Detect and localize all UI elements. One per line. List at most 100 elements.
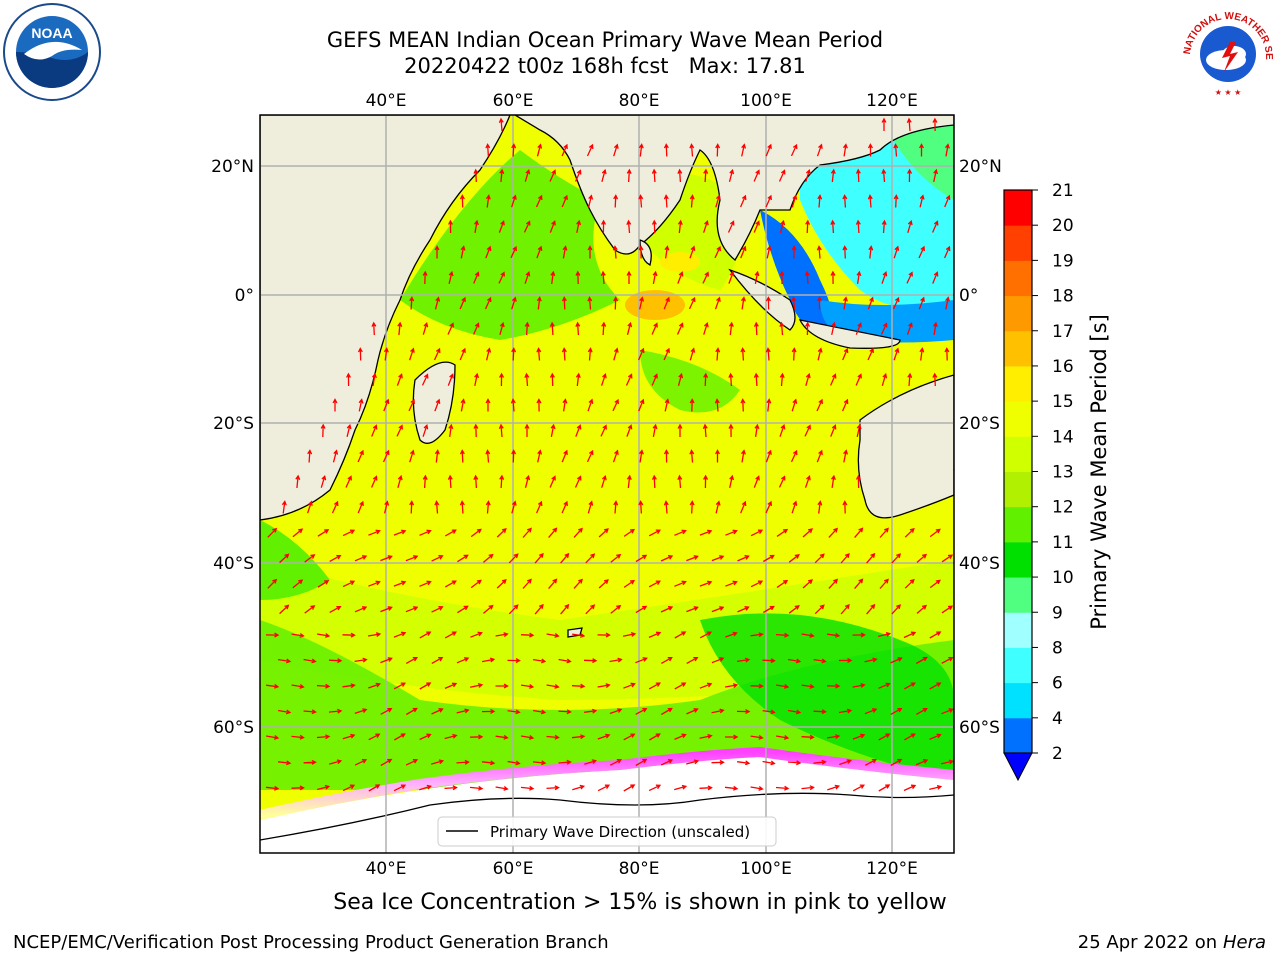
wave-arrow [520,785,535,791]
wave-arrow [840,603,850,615]
wave-arrow [714,245,721,259]
wave-arrow [855,474,861,489]
wave-arrow [891,604,902,615]
wave-arrow [536,296,542,310]
wave-arrow [830,168,836,183]
wave-arrow [434,245,440,259]
wave-arrow [817,347,823,361]
wave-arrow [536,500,543,514]
wave-arrow [651,168,657,183]
wave-arrow [715,500,721,514]
wave-arrow [864,758,877,766]
wave-arrow [279,553,290,564]
wave-arrow [740,347,746,361]
wave-arrow [932,117,938,132]
wave-arrow [715,449,720,463]
wave-arrow [469,785,484,791]
wave-arrow [775,734,790,740]
wave-arrow [904,578,915,589]
wave-arrow [316,632,331,638]
top-lon-label: 120°E [866,91,918,111]
colorbar-segment [1004,647,1032,684]
wave-arrow [534,552,544,564]
wave-arrow [485,500,491,514]
wave-arrow [699,529,713,536]
wave-arrow [623,784,636,792]
wave-arrow [775,785,790,791]
wave-arrow [854,527,864,539]
wave-arrow [831,321,837,336]
wave-arrow [804,475,811,488]
wave-arrow [456,708,470,714]
wave-arrow [787,760,802,766]
wave-arrow [787,709,802,715]
wave-arrow [778,475,786,488]
wave-arrow [548,578,558,590]
wave-arrow [878,784,891,792]
wave-arrow [459,347,466,361]
wave-arrow [932,321,938,335]
right-lat-labels: 20°N 0° 20°S 40°S 60°S [959,157,1002,738]
wave-arrow [317,580,330,588]
wave-arrow [448,219,453,234]
wave-arrow [623,528,636,537]
top-lon-labels: 40°E 60°E 80°E 100°E 120°E [366,91,918,111]
wave-arrow [791,245,797,259]
wave-arrow [813,709,827,715]
wave-arrow [817,500,823,514]
wave-arrow [444,631,457,639]
colorbar-segment [1004,506,1032,543]
wave-arrow [380,708,393,715]
wave-arrow [560,552,570,564]
wave-arrow [357,449,364,463]
wave-arrow [828,578,839,589]
wave-arrow [354,606,368,613]
wave-arrow [422,474,428,489]
bottom-lon-label: 100°E [740,859,792,879]
wave-arrow [613,143,619,157]
wave-arrow [663,500,669,514]
wave-arrow [303,709,317,715]
wave-arrow [535,194,543,208]
wave-arrow [533,658,547,664]
wave-arrow [473,474,479,489]
wave-arrow [907,219,913,233]
wave-arrow [674,580,687,587]
wave-arrow [842,245,848,259]
wave-arrow [332,398,338,412]
wave-arrow [652,423,658,438]
wave-arrow [307,449,313,463]
credit-date: 25 Apr 2022 on Hera [1078,932,1266,953]
wave-arrow [663,143,669,157]
wave-arrow [456,657,470,664]
wave-arrow [573,578,583,589]
wave-arrow [371,372,377,387]
wave-arrow [944,194,951,208]
wave-arrow [536,143,543,157]
wave-arrow [329,605,342,613]
wave-arrow [586,449,594,463]
wave-arrow [295,474,301,489]
wave-arrow [879,578,889,589]
wave-arrow [840,552,850,564]
wave-arrow [766,245,772,259]
wave-arrow [740,398,746,412]
wave-arrow [689,500,695,514]
wave-arrow [612,449,619,463]
colorbar-segment [1004,541,1032,578]
wave-arrow [703,474,709,489]
wave-arrow [473,271,480,284]
wave-arrow [762,709,776,715]
sea-ice-note: Sea Ice Concentration > 15% is shown in … [333,890,947,915]
wave-arrow [292,528,304,538]
colorbar-segment [1004,436,1032,472]
wave-arrow [575,169,582,182]
wave-arrow [371,321,377,336]
wave-arrow [278,658,292,664]
wave-arrow [893,143,899,157]
bottom-lon-label: 60°E [493,859,534,879]
wave-arrow [266,683,280,689]
wave-arrow [868,245,874,259]
wave-arrow [775,683,790,689]
wave-arrow [686,555,699,562]
